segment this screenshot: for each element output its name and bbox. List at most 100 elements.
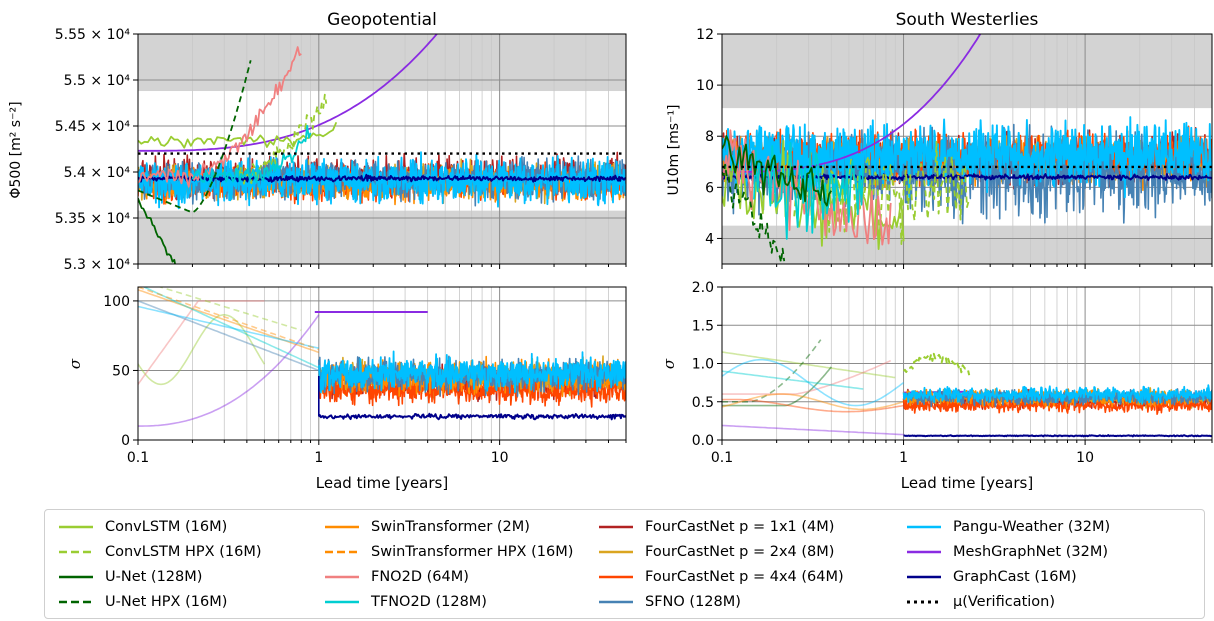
series-line	[722, 135, 833, 207]
legend-swatch	[325, 550, 359, 553]
legend-label: ConvLSTM (16M)	[105, 518, 228, 535]
x-tick-label: 1	[314, 450, 323, 466]
legend-item: SwinTransformer (2M)	[323, 514, 573, 539]
y-tick-label: 5.35 × 10⁴	[55, 211, 131, 227]
series-line	[722, 173, 1212, 181]
legend-item: FNO2D (64M)	[323, 564, 573, 589]
y-tick-label: 8	[705, 129, 714, 145]
series-line-faded	[722, 393, 904, 411]
legend-column-3: FourCastNet p = 1x1 (4M) FourCastNet p = …	[597, 514, 844, 614]
figure-canvas: Geopotential South Westerlies Φ500 [m² s…	[8, 10, 1213, 492]
series-line-faded	[722, 424, 904, 436]
x-tick-label: 1	[899, 450, 908, 466]
ylabel-geopotential: Φ500 [m² s⁻²]	[8, 101, 24, 198]
legend-label: μ(Verification)	[953, 593, 1056, 610]
series-line	[138, 197, 176, 264]
axes-frame	[721, 33, 1213, 265]
series-line	[138, 151, 626, 210]
legend-item: μ(Verification)	[905, 589, 1110, 614]
legend-swatch	[59, 550, 93, 553]
legend-swatch	[59, 525, 93, 528]
series-line	[902, 352, 971, 376]
series-line	[138, 173, 626, 183]
plot-area	[722, 34, 1212, 264]
legend-label: SwinTransformer HPX (16M)	[371, 543, 574, 560]
y-tick-label: 0	[121, 433, 130, 449]
y-tick-label: 100	[103, 294, 130, 310]
legend-item: SwinTransformer HPX (16M)	[323, 539, 573, 564]
series-line-faded	[138, 314, 266, 386]
legend-swatch	[599, 525, 633, 528]
legend-column-4: Pangu-Weather (32M) MeshGraphNet (32M) Gra…	[905, 514, 1110, 614]
x-tick-label: 10	[1076, 450, 1094, 466]
series-line-faded	[722, 339, 822, 403]
legend-swatch	[907, 525, 941, 528]
series-line-faded	[138, 300, 265, 385]
series-line-faded	[138, 289, 320, 354]
series-line-faded	[722, 370, 864, 390]
title-south-westerlies: South Westerlies	[896, 10, 1039, 30]
legend-swatch	[907, 575, 941, 578]
legend-item: SFNO (128M)	[597, 589, 844, 614]
legend-item: U-Net HPX (16M)	[57, 589, 262, 614]
y-tick-label: 10	[696, 78, 714, 94]
y-tick-label: 5.4 × 10⁴	[64, 165, 131, 181]
legend-swatch	[59, 575, 93, 578]
xlabel-right: Lead time [years]	[901, 474, 1033, 492]
panel-geopotential-sigma	[138, 287, 626, 440]
series-line-faded	[722, 359, 892, 395]
legend-item: TFNO2D (128M)	[323, 589, 573, 614]
ylabel-sigma-left: σ	[66, 358, 84, 369]
series-line-faded	[722, 366, 832, 407]
series-line-faded	[722, 398, 904, 413]
y-tick-label: 0.0	[692, 433, 714, 449]
y-tick-label: 6	[705, 180, 714, 196]
series-line	[722, 163, 786, 264]
series-line-faded	[138, 314, 320, 427]
legend-label: FourCastNet p = 4x4 (64M)	[645, 568, 844, 585]
legend-item: FourCastNet p = 1x1 (4M)	[597, 514, 844, 539]
series-line-faded	[722, 358, 905, 407]
legend-label: FourCastNet p = 1x1 (4M)	[645, 518, 835, 535]
legend-swatch	[599, 575, 633, 578]
series-line-faded	[138, 287, 320, 351]
y-tick-label: 5.3 × 10⁴	[64, 257, 131, 273]
series-line	[138, 60, 252, 214]
legend-swatch	[325, 600, 359, 603]
legend-swatch	[907, 600, 941, 603]
series-line	[753, 142, 865, 240]
legend-label: Pangu-Weather (32M)	[953, 518, 1111, 535]
ylabel-wind: U10m [ms⁻¹]	[666, 104, 682, 195]
legend-label: U-Net (128M)	[105, 568, 203, 585]
legend-label: U-Net HPX (16M)	[105, 593, 228, 610]
y-tick-label: 5.5 × 10⁴	[64, 73, 131, 89]
y-tick-label: 4	[705, 231, 714, 247]
shaded-band	[138, 34, 626, 92]
series-line	[903, 434, 1212, 438]
plot-area	[138, 287, 626, 440]
legend-label: GraphCast (16M)	[953, 568, 1077, 585]
ylabel-sigma-right: σ	[660, 358, 678, 369]
legend-label: ConvLSTM HPX (16M)	[105, 543, 262, 560]
legend: ConvLSTM (16M) ConvLSTM HPX (16M) U-Net (1…	[44, 509, 1205, 619]
panel-south-westerlies-sigma	[722, 287, 1212, 440]
y-tick-label: 5.55 × 10⁴	[55, 27, 131, 43]
xlabel-left: Lead time [years]	[316, 474, 448, 492]
shaded-band	[138, 210, 626, 264]
title-geopotential: Geopotential	[327, 10, 437, 30]
y-tick-label: 50	[112, 363, 130, 379]
series-line	[902, 384, 1212, 405]
axes-frame	[137, 33, 627, 265]
axes-frame	[137, 286, 627, 441]
legend-label: SwinTransformer (2M)	[371, 518, 530, 535]
legend-label: FourCastNet p = 2x4 (8M)	[645, 543, 835, 560]
series-line-faded	[142, 287, 320, 369]
legend-item: U-Net (128M)	[57, 564, 262, 589]
series-line-faded	[722, 351, 896, 379]
x-tick-label: 0.1	[127, 450, 149, 466]
series-line	[138, 34, 439, 152]
x-tick-label: 0.1	[711, 450, 733, 466]
y-tick-label: 0.5	[692, 395, 714, 411]
plot-area	[722, 287, 1212, 440]
y-tick-label: 5.45 × 10⁴	[55, 119, 131, 135]
